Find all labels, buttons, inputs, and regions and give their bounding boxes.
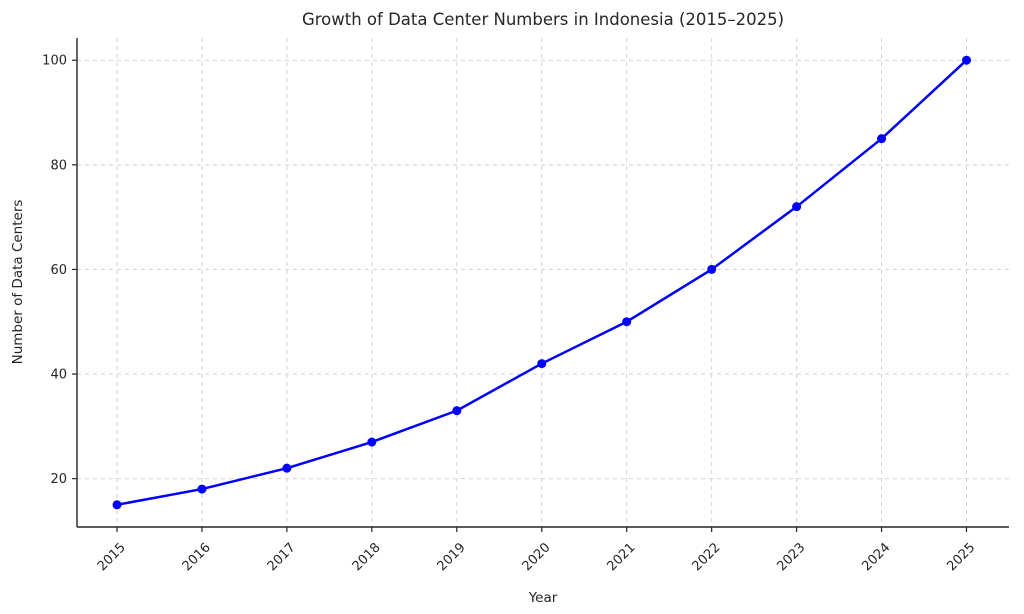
chart-title: Growth of Data Center Numbers in Indones…: [302, 10, 784, 29]
grid-layer: [77, 38, 1009, 527]
x-tick-label: 2024: [859, 540, 893, 574]
data-point-marker: [962, 55, 971, 65]
x-tick-label: 2019: [435, 540, 469, 574]
x-tick-label: 2017: [265, 540, 299, 574]
data-point-marker: [877, 134, 887, 144]
x-tick-label: 2020: [520, 540, 554, 574]
x-axis-label: Year: [528, 590, 558, 606]
data-point-marker: [282, 463, 292, 473]
axes-spines: [76, 38, 1009, 528]
data-point-marker: [537, 359, 547, 369]
x-tick-label: 2015: [95, 540, 129, 574]
data-point-marker: [112, 500, 122, 510]
x-tick-label: 2018: [350, 540, 384, 574]
data-point-marker: [622, 317, 632, 327]
x-tick-label: 2023: [774, 540, 808, 574]
data-point-marker: [707, 264, 717, 274]
y-tick-label: 60: [50, 263, 67, 278]
tick-marks: [72, 59, 968, 532]
y-tick-label: 40: [50, 368, 67, 383]
y-tick-label: 20: [50, 472, 67, 487]
data-point-marker: [197, 484, 207, 494]
y-axis-label: Number of Data Centers: [10, 200, 26, 365]
data-point-marker: [452, 406, 462, 416]
data-point-marker: [792, 202, 802, 212]
tick-labels: 20 40 60 80 100 2015 2016 2017 2018 2019 2020 2021 2…: [42, 54, 978, 575]
x-tick-label: 2016: [180, 540, 214, 574]
y-tick-label: 80: [50, 158, 67, 173]
data-point-marker: [367, 437, 377, 447]
x-tick-label: 2021: [605, 540, 639, 574]
data-series-layer: [112, 55, 971, 510]
y-tick-label: 100: [42, 54, 67, 69]
x-tick-label: 2025: [944, 540, 978, 574]
x-tick-label: 2022: [689, 540, 723, 574]
